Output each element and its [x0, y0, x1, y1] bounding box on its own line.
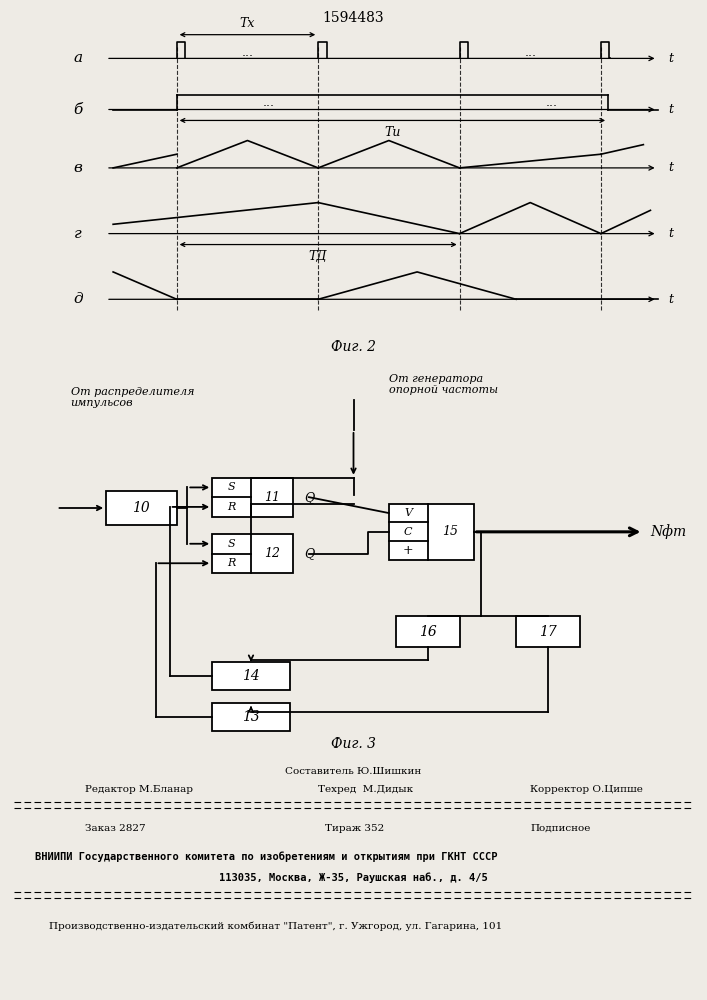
Bar	[212, 703, 290, 731]
Text: Tи: Tи	[384, 126, 401, 139]
Text: Q: Q	[304, 491, 314, 504]
Text: Производственно-издательский комбинат "Патент", г. Ужгород, ул. Гагарина, 101: Производственно-издательский комбинат "П…	[49, 922, 503, 931]
Text: Заказ 2827: Заказ 2827	[85, 824, 146, 833]
Text: Техред  М.Дидык: Техред М.Дидык	[318, 785, 414, 794]
Text: t: t	[668, 227, 673, 240]
Text: От распределителя
импульсов: От распределителя импульсов	[71, 387, 194, 408]
Text: 10: 10	[132, 501, 151, 515]
Text: б: б	[73, 103, 83, 116]
Text: ...: ...	[242, 46, 253, 59]
Text: Фиг. 2: Фиг. 2	[331, 340, 376, 354]
Text: Q: Q	[304, 547, 314, 560]
Text: Nфт: Nфт	[650, 524, 686, 539]
Text: 1594483: 1594483	[322, 11, 385, 25]
Bar	[212, 478, 293, 517]
Text: S: S	[228, 539, 235, 549]
Text: TД: TД	[309, 250, 327, 263]
Text: Редактор М.Бланар: Редактор М.Бланар	[85, 785, 193, 794]
Text: г: г	[74, 227, 81, 241]
Text: Фиг. 3: Фиг. 3	[331, 737, 376, 751]
Text: От генератора
опорной частоты: От генератора опорной частоты	[389, 374, 498, 395]
Text: 13: 13	[242, 710, 260, 724]
Text: 17: 17	[539, 624, 557, 639]
Text: Подписное: Подписное	[530, 824, 590, 833]
Text: V: V	[404, 508, 412, 518]
Text: ...: ...	[546, 96, 557, 109]
Text: C: C	[404, 527, 412, 537]
Text: R: R	[228, 502, 235, 512]
Bar	[389, 504, 474, 560]
Text: t: t	[668, 103, 673, 116]
Text: Тираж 352: Тираж 352	[325, 824, 385, 833]
Bar	[212, 534, 293, 573]
Text: 14: 14	[242, 669, 260, 683]
Text: t: t	[668, 293, 673, 306]
Text: +: +	[402, 544, 414, 557]
Text: R: R	[228, 558, 235, 568]
Text: 16: 16	[419, 624, 437, 639]
Text: t: t	[668, 52, 673, 65]
Text: ...: ...	[525, 46, 536, 59]
Text: 15: 15	[443, 525, 458, 538]
Text: в: в	[74, 161, 82, 175]
Text: 12: 12	[264, 547, 280, 560]
Text: Составитель Ю.Шишкин: Составитель Ю.Шишкин	[286, 767, 421, 776]
Text: д: д	[73, 292, 83, 306]
Bar	[396, 616, 460, 647]
Bar	[212, 662, 290, 690]
Bar	[516, 616, 580, 647]
Text: 11: 11	[264, 491, 280, 504]
Text: t: t	[668, 161, 673, 174]
Text: 113035, Москва, Ж-35, Раушская наб., д. 4/5: 113035, Москва, Ж-35, Раушская наб., д. …	[219, 872, 488, 883]
Text: Корректор О.Ципше: Корректор О.Ципше	[530, 785, 643, 794]
Text: ...: ...	[263, 96, 274, 109]
Text: Tх: Tх	[240, 17, 255, 30]
Bar	[106, 491, 177, 525]
Text: а: а	[74, 51, 82, 65]
Text: ВНИИПИ Государственного комитета по изобретениям и открытиям при ГКНТ СССР: ВНИИПИ Государственного комитета по изоб…	[35, 852, 498, 862]
Text: S: S	[228, 482, 235, 492]
